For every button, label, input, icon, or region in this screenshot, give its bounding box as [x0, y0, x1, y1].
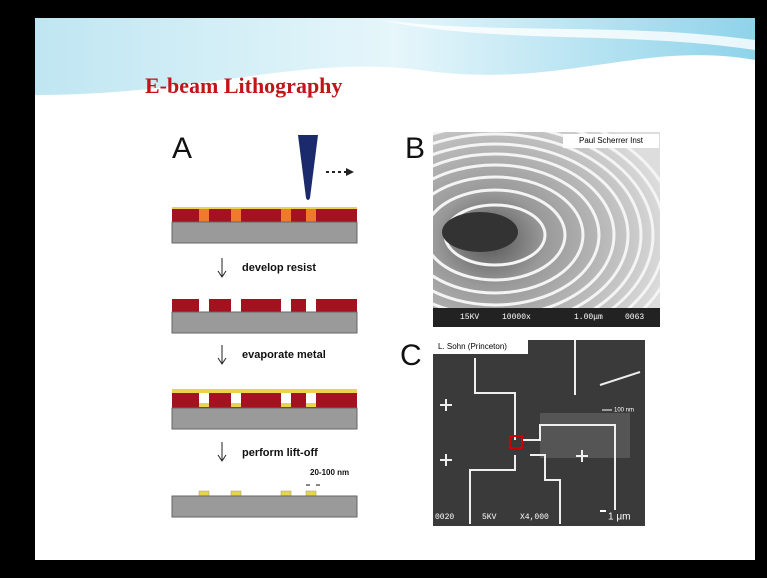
exposed	[281, 209, 291, 222]
metal-pad	[306, 491, 316, 496]
panel-label: A	[172, 132, 192, 165]
step-label: evaporate metal	[242, 349, 326, 361]
scale-label: 1 μm	[608, 512, 630, 523]
credit: Paul Scherrer Inst	[579, 136, 644, 145]
exposed	[199, 209, 209, 222]
slide-title: E-beam Lithography	[145, 73, 342, 98]
substrate	[172, 222, 357, 243]
overlay-text: 5KV	[482, 513, 497, 522]
metal-pad	[281, 491, 291, 496]
step-label: perform lift-off	[242, 447, 318, 459]
overlay-text: 0063	[625, 313, 644, 322]
panel-label: B	[405, 132, 425, 165]
metal	[306, 403, 316, 407]
metal	[231, 403, 241, 407]
panel-c: C L. Sohn (Princeton) 100 nm 0020 5KV X4…	[400, 339, 645, 526]
exposed	[231, 209, 241, 222]
inset-scale: 100 nm	[614, 408, 634, 414]
panel-label: C	[400, 339, 422, 372]
substrate	[172, 408, 357, 429]
metal	[172, 389, 357, 393]
metal	[199, 403, 209, 407]
substrate	[172, 496, 357, 517]
metal-pad	[231, 491, 241, 496]
substrate	[172, 312, 357, 333]
credit: L. Sohn (Princeton)	[438, 342, 507, 351]
step-label: develop resist	[242, 262, 316, 274]
metal-pad	[199, 491, 209, 496]
overlay-text: 15KV	[460, 313, 479, 322]
metal	[281, 403, 291, 407]
overlay-text: X4,000	[520, 513, 549, 522]
overlay-text: 0020	[435, 513, 454, 522]
center	[442, 212, 518, 252]
inset	[540, 413, 630, 458]
slide-screenshot: E-beam Lithography A develop resist evap…	[0, 0, 767, 578]
exposed	[306, 209, 316, 222]
overlay-text: 1.00μm	[574, 313, 603, 322]
overlay-text: 10000x	[502, 313, 531, 322]
resist-top	[172, 207, 357, 209]
scale-note: 20-100 nm	[310, 468, 349, 477]
